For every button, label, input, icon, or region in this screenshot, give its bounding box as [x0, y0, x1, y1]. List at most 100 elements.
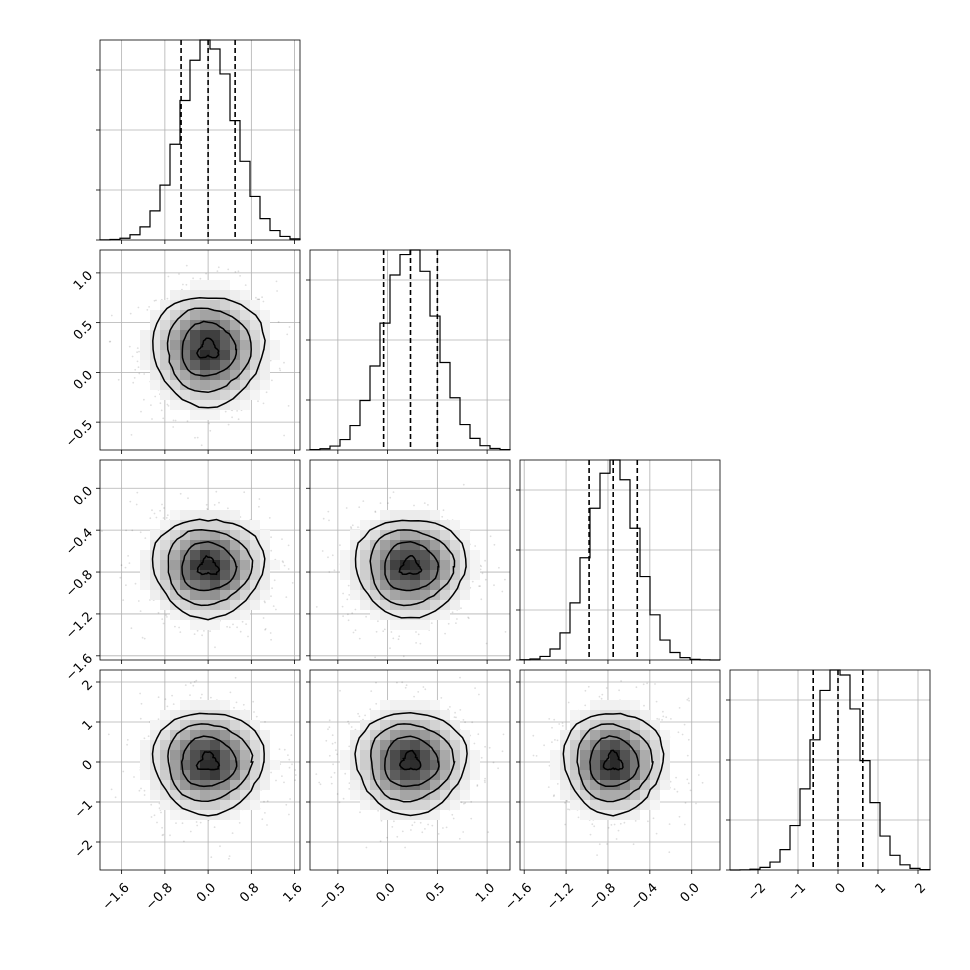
scatter-point	[598, 843, 601, 846]
density-cell	[410, 710, 420, 720]
density-cell	[400, 610, 410, 620]
scatter-point	[615, 838, 618, 840]
contour-line	[167, 529, 254, 607]
density-cell	[430, 610, 440, 620]
density-cell	[210, 750, 220, 760]
density-cell	[410, 610, 420, 620]
scatter-point	[464, 802, 467, 804]
scatter-point	[478, 693, 480, 696]
density-cell	[200, 340, 210, 350]
density-cell	[180, 590, 190, 600]
density-cell	[190, 710, 200, 720]
scatter-point	[453, 716, 456, 718]
scatter-point	[342, 797, 345, 800]
density-cell	[250, 740, 260, 750]
scatter-point	[647, 820, 649, 823]
density-cell	[140, 330, 150, 340]
scatter-point	[265, 391, 268, 394]
density-cell	[200, 530, 210, 540]
density-cell	[250, 590, 260, 600]
scatter-point	[449, 706, 451, 708]
density-cell	[430, 720, 440, 730]
scatter-point	[447, 708, 449, 711]
density-cell	[160, 710, 170, 720]
scatter-point	[130, 627, 133, 630]
scatter-point	[138, 350, 140, 353]
scatter-point	[214, 646, 216, 649]
axes-frame	[309, 669, 511, 871]
density-cell	[200, 520, 210, 530]
scatter-point	[442, 509, 445, 512]
density-cell	[150, 330, 160, 340]
density-cell	[400, 530, 410, 540]
scatter-point	[264, 812, 266, 814]
density-cell	[170, 720, 180, 730]
density-cell	[170, 760, 180, 770]
density-cell	[140, 560, 150, 570]
density-cell	[170, 320, 180, 330]
scatter-point	[155, 299, 157, 302]
density-cell	[430, 800, 440, 810]
density-cell	[200, 620, 210, 630]
density-cell	[250, 360, 260, 370]
scatter-point	[584, 704, 587, 707]
density-cell	[150, 530, 160, 540]
scatter-point	[205, 503, 208, 506]
scatter-point	[258, 505, 260, 508]
scatter-point	[454, 711, 456, 714]
scatter-point	[271, 379, 273, 382]
scatter-point	[620, 680, 622, 682]
scatter-point	[687, 782, 690, 785]
density-cell	[390, 590, 400, 600]
scatter-point	[484, 559, 486, 562]
density-cell	[220, 300, 230, 310]
scatter-point	[196, 436, 199, 439]
density-cell	[190, 540, 200, 550]
scatter-point	[606, 843, 608, 845]
density-cell	[270, 340, 280, 350]
scatter-point	[262, 300, 265, 303]
scatter-point	[209, 429, 212, 432]
scatter-point	[294, 779, 296, 782]
scatter-point	[584, 689, 587, 692]
density-cell	[390, 570, 400, 580]
density-cell	[210, 320, 220, 330]
density-cell	[200, 790, 210, 800]
density-cell	[360, 530, 370, 540]
scatter-point	[228, 626, 231, 629]
scatter-point	[596, 854, 598, 856]
density-cell	[380, 600, 390, 610]
scatter-point	[275, 608, 277, 611]
density-cell	[240, 550, 250, 560]
density-cell	[230, 510, 240, 520]
contour-line	[384, 735, 440, 788]
density-cell	[220, 730, 230, 740]
scatter-point	[193, 633, 196, 635]
density-cell	[250, 540, 260, 550]
density-cell	[450, 540, 460, 550]
scatter-point	[199, 277, 202, 280]
density-cell	[170, 550, 180, 560]
density-cell	[450, 550, 460, 560]
density-cell	[180, 340, 190, 350]
scatter-point	[402, 655, 405, 658]
density-cell	[470, 560, 480, 570]
scatter-point	[554, 739, 556, 741]
scatter-point	[619, 822, 622, 825]
scatter-point	[456, 618, 458, 620]
scatter-point	[327, 728, 329, 731]
scatter-point	[281, 538, 283, 540]
scatter-point	[354, 629, 357, 632]
scatter-point	[139, 717, 142, 720]
density-cell	[150, 580, 160, 590]
scatter-point	[195, 679, 198, 682]
density-cell	[420, 550, 430, 560]
density-cell	[150, 340, 160, 350]
scatter-point	[452, 817, 455, 820]
scatter-point	[404, 846, 406, 849]
density-cell	[200, 370, 210, 380]
density-cell	[170, 330, 180, 340]
density-cell	[360, 770, 370, 780]
axes-frame	[99, 669, 301, 871]
scatter-point	[128, 562, 131, 564]
